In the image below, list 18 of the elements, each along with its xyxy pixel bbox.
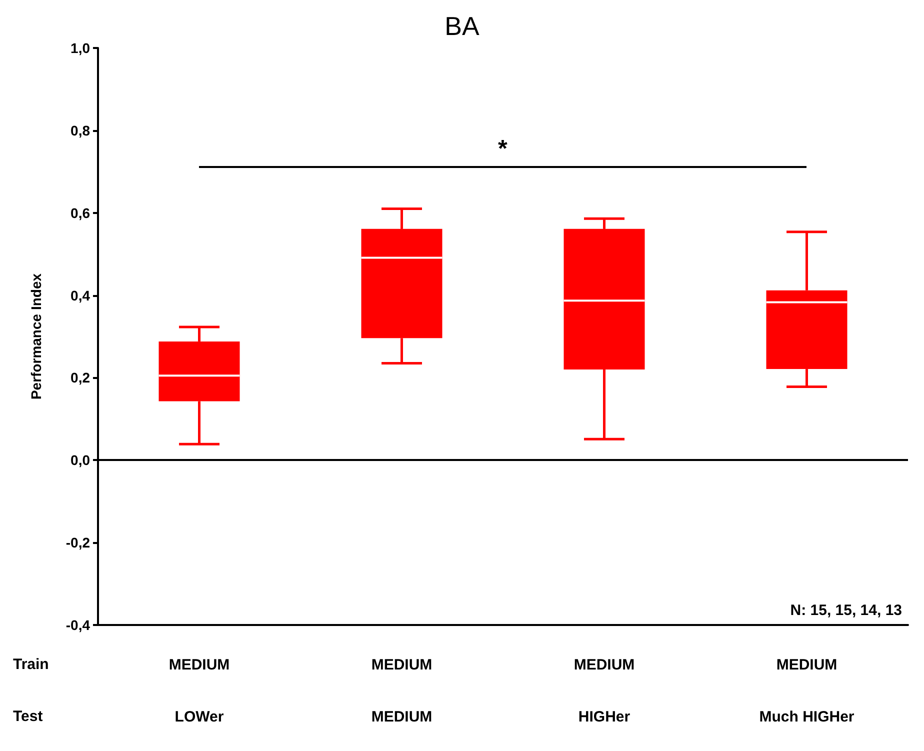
y-tick-label: -0,4 (66, 617, 90, 633)
category-label: MEDIUM MEDIUM (371, 656, 432, 726)
category-label: MEDIUM LOWer (168, 656, 230, 726)
text: Test (13, 708, 43, 725)
y-axis-title: Performance Index (28, 273, 44, 400)
text: Train (13, 656, 49, 673)
annotation: * (498, 136, 508, 162)
y-tick-label: 0,6 (70, 204, 90, 221)
y-tick-label: 0,8 (70, 122, 90, 138)
y-tick-label: 0,2 (70, 370, 90, 386)
y-tick-label: 0,4 (70, 287, 90, 304)
category-label: MEDIUM HIGHer (574, 656, 635, 726)
y-tick-label: 1,0 (70, 40, 90, 56)
annotation: N: 15, 15, 14, 13 (790, 602, 902, 619)
chart-title: BA (444, 11, 480, 41)
y-tick-label: 0,0 (70, 452, 90, 468)
category-label: MEDIUM Much HIGHer (759, 656, 854, 726)
y-tick-label: -0,2 (66, 534, 90, 551)
